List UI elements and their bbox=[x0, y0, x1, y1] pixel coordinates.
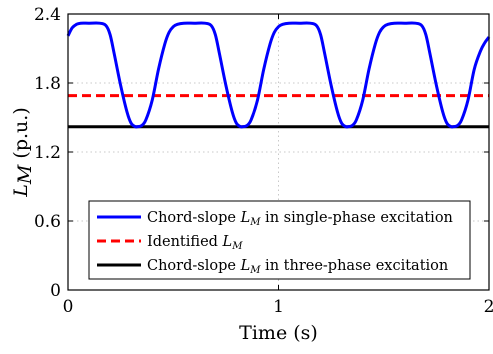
series-line-0 bbox=[66, 21, 491, 129]
y-axis-symbol: L bbox=[10, 184, 32, 198]
y-axis-title: LM (p.u.) bbox=[10, 107, 36, 197]
x-tick-label: 2 bbox=[484, 297, 493, 317]
legend-label-suffix: in three-phase excitation bbox=[260, 258, 448, 274]
legend: Chord-slope LM in single-phase excitatio… bbox=[88, 200, 471, 280]
legend-label-subscript: M bbox=[231, 241, 243, 252]
legend-label-symbol: L bbox=[240, 258, 251, 274]
x-axis-title: Time (s) bbox=[239, 322, 318, 344]
x-tick-label: 0 bbox=[63, 297, 74, 317]
y-axis-unit: (p.u.) bbox=[10, 107, 32, 158]
legend-label-0: Chord-slope LM in single-phase excitatio… bbox=[147, 210, 453, 228]
y-tick-label: 1.2 bbox=[34, 143, 61, 163]
tick-labels: 0 0.6 1.2 1.8 2.4 0 1 2 bbox=[34, 5, 493, 317]
legend-label-subscript: M bbox=[249, 265, 261, 276]
x-tick-label: 1 bbox=[273, 297, 284, 317]
legend-label-1: Identified LM bbox=[147, 234, 243, 252]
legend-label-subscript: M bbox=[249, 217, 261, 228]
legend-entries: Chord-slope LM in single-phase excitatio… bbox=[97, 210, 453, 276]
legend-label-prefix: Identified bbox=[147, 234, 223, 250]
legend-label-prefix: Chord-slope bbox=[147, 210, 241, 226]
legend-label-2: Chord-slope LM in three-phase excitation bbox=[147, 258, 448, 276]
y-tick-label: 0.6 bbox=[34, 212, 61, 232]
ticks bbox=[67, 13, 490, 291]
legend-label-prefix: Chord-slope bbox=[147, 258, 241, 274]
y-tick-label: 1.8 bbox=[34, 74, 61, 94]
legend-label-suffix: in single-phase excitation bbox=[260, 210, 452, 226]
legend-label-symbol: L bbox=[222, 234, 233, 250]
y-tick-label: 0 bbox=[50, 281, 61, 301]
series-group bbox=[66, 21, 491, 129]
y-axis-subscript: M bbox=[14, 164, 36, 185]
legend-box bbox=[88, 200, 471, 280]
legend-label-symbol: L bbox=[240, 210, 251, 226]
y-tick-label: 2.4 bbox=[34, 5, 61, 25]
